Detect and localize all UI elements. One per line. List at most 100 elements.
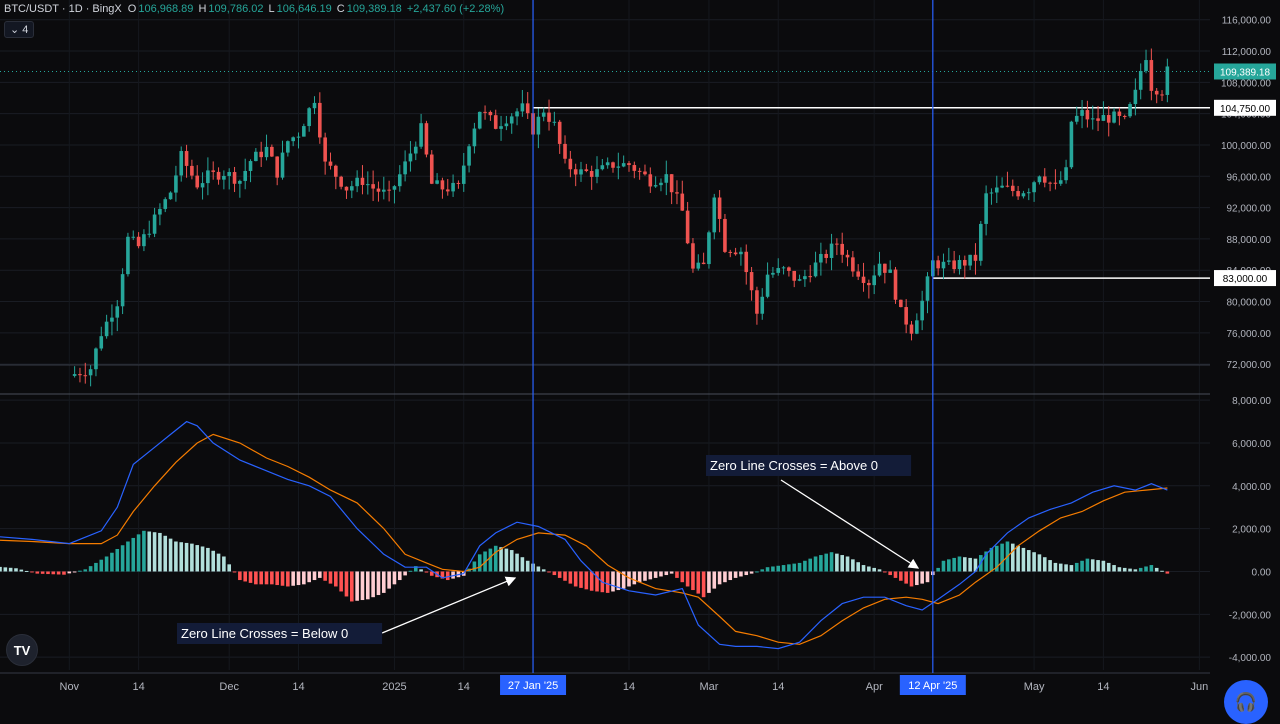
histogram-bar <box>1149 565 1154 572</box>
candle <box>483 105 487 120</box>
time-tick-label: 2025 <box>382 681 406 693</box>
candle <box>445 179 450 196</box>
candle-body <box>1042 176 1047 183</box>
histogram-bar <box>1042 557 1047 572</box>
candle <box>616 152 621 180</box>
candle <box>717 190 722 233</box>
histogram-bar <box>78 570 82 572</box>
candle-body <box>867 282 871 286</box>
histogram-bar <box>110 552 114 572</box>
histogram-bar <box>440 571 445 579</box>
candle-body <box>680 193 685 211</box>
candle <box>520 89 525 117</box>
candle <box>952 250 956 274</box>
candle-body <box>488 111 493 116</box>
candle-body <box>856 271 860 277</box>
histogram-bar <box>51 571 56 575</box>
time-tick-label: Apr <box>866 681 883 693</box>
time-tick-label: 14 <box>292 681 304 693</box>
candle <box>1154 87 1159 104</box>
candle-body <box>536 116 541 135</box>
candle-body <box>520 103 525 112</box>
candle <box>867 279 871 299</box>
candle-body <box>200 183 205 188</box>
histogram-bar <box>648 571 653 580</box>
candle-body <box>653 185 658 187</box>
candle-body <box>899 299 903 308</box>
tradingview-logo[interactable]: TV <box>6 634 38 666</box>
histogram-bar <box>584 571 589 590</box>
symbol-title[interactable]: BTC/USDT · 1D · BingX <box>4 3 122 15</box>
candle <box>1117 107 1122 126</box>
candle <box>184 144 189 178</box>
histogram-bar <box>296 571 301 586</box>
candle <box>1085 100 1090 128</box>
candle-body <box>776 268 781 273</box>
indicators-toggle[interactable]: ⌄ 4 <box>4 21 35 38</box>
candle <box>947 247 951 266</box>
candle <box>675 180 679 205</box>
histogram-bar <box>1048 560 1052 572</box>
price-axis[interactable]: 116,000.00112,000.00108,000.00104,000.00… <box>1210 0 1280 704</box>
candle-body <box>195 175 200 188</box>
candle-body <box>1165 66 1170 95</box>
histogram-bar <box>808 558 813 572</box>
candle <box>419 113 423 149</box>
candle <box>318 92 322 144</box>
candle-body <box>360 177 365 185</box>
candle <box>1000 177 1004 189</box>
close-label: C <box>336 3 345 15</box>
histogram-bar <box>659 571 663 577</box>
candle <box>568 150 573 178</box>
candle <box>691 238 695 273</box>
candle-body <box>1064 167 1068 181</box>
candle-body <box>1160 94 1164 96</box>
time-axis[interactable]: Nov14Dec1420251414Mar14AprMay14Junb27 Ja… <box>60 675 1209 695</box>
candle-body <box>1112 111 1116 123</box>
candle <box>536 108 541 149</box>
candle <box>307 106 311 132</box>
histogram-bar <box>520 557 525 572</box>
candle <box>174 165 178 202</box>
candle-body <box>248 161 253 171</box>
histogram-bar <box>499 547 503 572</box>
chart-canvas[interactable]: Zero Line Crosses = Above 0 Zero Line Cro… <box>0 0 1280 704</box>
time-tick-label: 14 <box>623 681 635 693</box>
candle-body <box>403 161 407 175</box>
last-price-label: 109,389.18 <box>1220 67 1270 78</box>
candle-body <box>339 176 343 187</box>
histogram-bar <box>765 567 770 572</box>
candle <box>440 177 445 199</box>
histogram-bar <box>1000 543 1004 572</box>
candle <box>1005 171 1010 188</box>
histogram-bar <box>899 571 903 581</box>
candle-body <box>424 123 429 155</box>
logo-text: TV <box>13 642 31 658</box>
price-tick-label: 96,000.00 <box>1227 172 1272 183</box>
macd-tick-label: 6,000.00 <box>1232 439 1271 450</box>
candle <box>72 366 77 378</box>
candle-body <box>83 375 88 377</box>
histogram-bar <box>1090 559 1095 572</box>
histogram-bar <box>445 571 450 581</box>
candle <box>259 141 263 167</box>
candle <box>397 165 402 192</box>
candle <box>787 266 791 277</box>
candle <box>1053 169 1058 190</box>
candle-body <box>701 262 706 265</box>
candle-body <box>627 163 631 166</box>
headset-icon[interactable]: 🎧 <box>1224 680 1268 724</box>
histogram-bar <box>40 571 45 574</box>
histogram-bar <box>120 545 125 572</box>
histogram-bar <box>472 561 477 572</box>
candle <box>579 161 583 182</box>
candle-body <box>893 269 898 300</box>
candle-body <box>557 121 562 144</box>
annotation: Zero Line Crosses = Below 0 <box>177 576 517 644</box>
candle <box>1101 101 1106 121</box>
candle <box>126 232 130 277</box>
candle-body <box>797 279 802 281</box>
candle-body <box>136 236 141 247</box>
candle <box>600 159 605 171</box>
price-tick-label: 88,000.00 <box>1227 235 1272 246</box>
